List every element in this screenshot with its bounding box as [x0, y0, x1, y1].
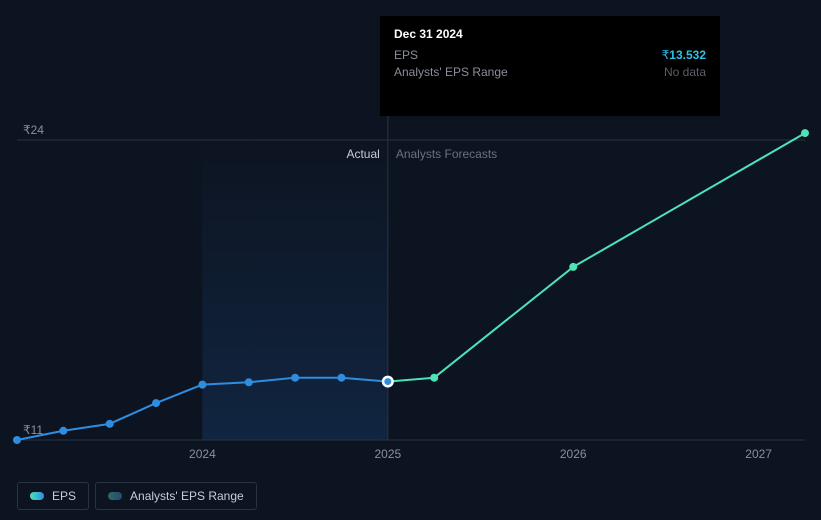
- chart-tooltip: Dec 31 2024 EPS ₹13.532 Analysts' EPS Ra…: [380, 16, 720, 116]
- tooltip-eps-value: ₹13.532: [662, 47, 706, 64]
- svg-text:2025: 2025: [374, 447, 401, 461]
- svg-text:Actual: Actual: [346, 147, 379, 161]
- svg-text:₹24: ₹24: [23, 123, 44, 137]
- tooltip-range-label: Analysts' EPS Range: [394, 64, 508, 81]
- eps-chart: ₹11₹242024202520262027ActualAnalysts For…: [0, 0, 821, 520]
- tooltip-row-range: Analysts' EPS Range No data: [394, 64, 706, 81]
- legend-swatch-eps: [30, 492, 44, 500]
- svg-text:2024: 2024: [189, 447, 216, 461]
- svg-text:2026: 2026: [560, 447, 587, 461]
- svg-text:Analysts Forecasts: Analysts Forecasts: [396, 147, 497, 161]
- legend-swatch-range: [108, 492, 122, 500]
- tooltip-date: Dec 31 2024: [394, 26, 706, 43]
- legend-item-eps[interactable]: EPS: [17, 482, 89, 510]
- svg-text:2027: 2027: [745, 447, 772, 461]
- legend-label-eps: EPS: [52, 489, 76, 503]
- tooltip-row-eps: EPS ₹13.532: [394, 47, 706, 64]
- chart-legend: EPS Analysts' EPS Range: [17, 482, 257, 510]
- legend-item-range[interactable]: Analysts' EPS Range: [95, 482, 257, 510]
- tooltip-range-value: No data: [664, 64, 706, 81]
- legend-label-range: Analysts' EPS Range: [130, 489, 244, 503]
- tooltip-eps-label: EPS: [394, 47, 418, 64]
